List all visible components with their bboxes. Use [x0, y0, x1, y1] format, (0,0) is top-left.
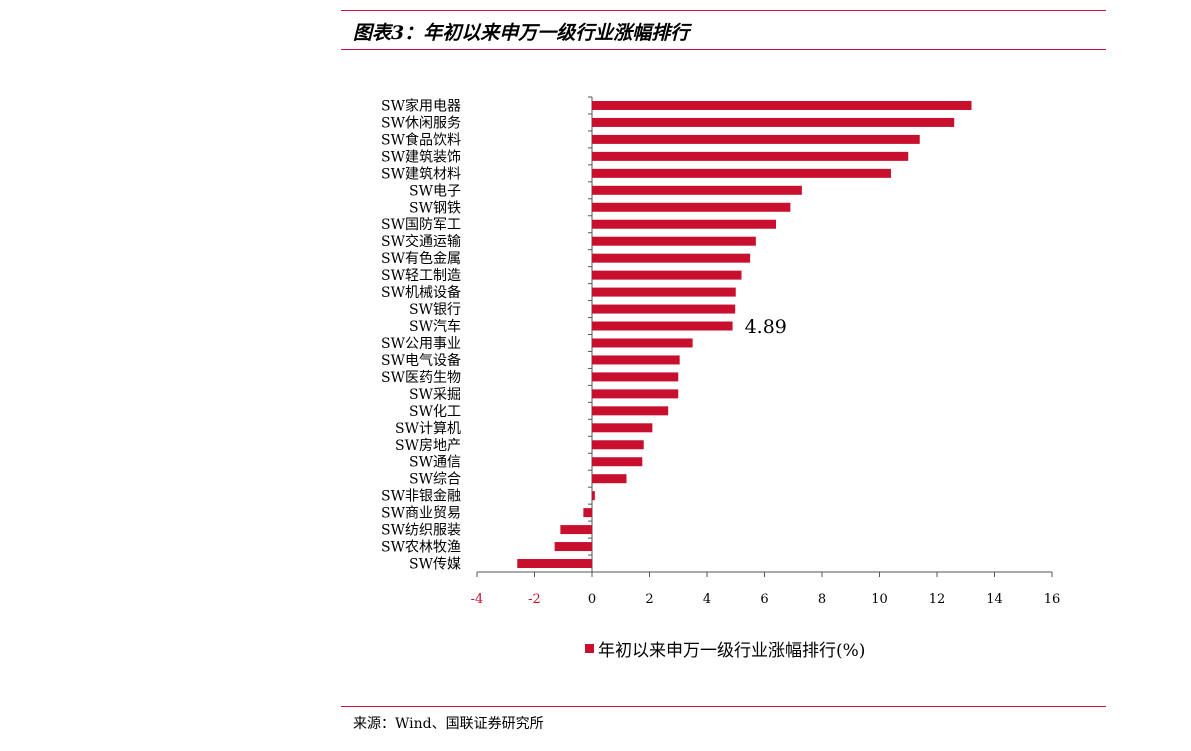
bar — [560, 525, 592, 535]
category-label: SW交通运输 — [381, 233, 461, 250]
bar — [592, 287, 736, 297]
category-label: SW轻工制造 — [381, 268, 461, 284]
category-label: SW纺织服装 — [381, 523, 461, 539]
x-tick-label: 16 — [1044, 592, 1061, 607]
category-label: SW建筑材料 — [381, 166, 461, 182]
figure-title: 图表3：年初以来申万一级行业涨幅排行 — [353, 22, 690, 44]
category-label: SW公用事业 — [381, 336, 461, 352]
bar — [592, 134, 920, 144]
bar — [592, 321, 733, 331]
bar — [592, 253, 751, 263]
category-label: SW电气设备 — [381, 352, 461, 369]
source-note: 来源：Wind、国联证券研究所 — [353, 716, 544, 732]
legend-label: 年初以来申万一级行业涨幅排行(%) — [598, 640, 866, 661]
x-tick-label: 12 — [929, 592, 946, 607]
bar — [592, 236, 756, 246]
bar — [592, 474, 627, 484]
legend-swatch — [585, 643, 594, 653]
category-label: SW机械设备 — [381, 284, 461, 301]
category-label: SW化工 — [409, 404, 461, 420]
bar — [554, 542, 592, 552]
x-tick-label: 0 — [588, 592, 596, 607]
bar — [517, 559, 592, 569]
category-label: SW传媒 — [409, 557, 461, 573]
chart-legend: 年初以来申万一级行业涨幅排行(%) — [585, 637, 866, 661]
bar — [592, 100, 972, 110]
bar — [592, 389, 679, 399]
category-label: SW医药生物 — [381, 370, 461, 386]
bar — [592, 168, 891, 178]
x-tick-label: -4 — [471, 592, 484, 607]
bar — [583, 508, 592, 518]
bar — [592, 355, 680, 365]
category-label: SW食品饮料 — [381, 131, 461, 148]
bar — [592, 423, 653, 433]
category-label: SW家用电器 — [381, 97, 461, 114]
bar — [592, 117, 955, 127]
category-label: SW汽车 — [409, 318, 461, 335]
category-label: SW建筑装饰 — [381, 149, 461, 165]
bar — [592, 185, 802, 195]
category-label: SW商业贸易 — [381, 506, 461, 522]
x-tick-label: -2 — [528, 592, 541, 607]
category-label: SW非银金融 — [381, 489, 461, 505]
bar — [592, 457, 643, 467]
category-label: SW农林牧渔 — [381, 540, 461, 556]
category-label: SW计算机 — [395, 421, 461, 437]
title-rule — [341, 49, 1106, 50]
category-label: SW房地产 — [395, 438, 461, 454]
category-label: SW国防军工 — [381, 217, 461, 233]
bar — [592, 338, 693, 348]
bar — [592, 270, 742, 280]
x-tick-label: 4 — [703, 592, 711, 607]
bar — [592, 372, 679, 382]
category-label: SW休闲服务 — [381, 115, 461, 131]
category-label: SW钢铁 — [409, 200, 461, 216]
x-tick-label: 8 — [818, 592, 826, 607]
bar — [592, 406, 669, 416]
x-tick-label: 6 — [760, 592, 768, 607]
x-tick-label: 2 — [645, 592, 653, 607]
category-label: SW通信 — [409, 455, 461, 471]
bar — [592, 151, 909, 161]
category-label: SW采掘 — [409, 387, 461, 403]
category-label: SW综合 — [409, 472, 461, 488]
bar — [592, 440, 644, 450]
bottom-rule — [341, 706, 1106, 707]
bar — [592, 304, 736, 314]
data-label: 4.89 — [745, 316, 787, 338]
bar — [592, 219, 776, 229]
category-label: SW有色金属 — [381, 250, 461, 267]
category-label: SW电子 — [409, 183, 461, 199]
bar — [592, 202, 791, 212]
bar — [592, 491, 595, 501]
x-tick-label: 14 — [986, 592, 1003, 607]
top-rule — [341, 10, 1106, 11]
x-tick-label: 10 — [871, 592, 888, 607]
category-label: SW银行 — [409, 302, 461, 318]
